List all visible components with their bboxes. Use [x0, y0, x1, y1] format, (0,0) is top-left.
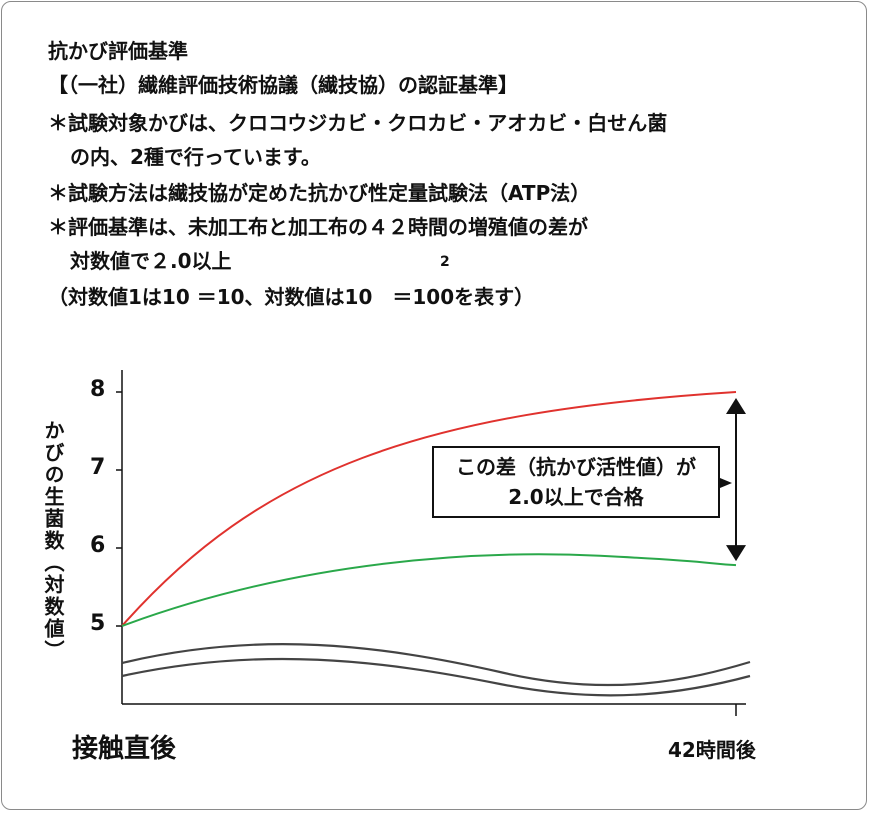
criteria-line-6: 対数値で２.0以上 [70, 249, 232, 273]
criteria-line-3: の内、2種で行っています。 [70, 145, 321, 169]
arrow-head-up [726, 398, 746, 414]
callout-pointer [720, 478, 732, 488]
chart-axes [116, 370, 746, 716]
y-tick-label: 6 [90, 533, 106, 558]
y-tick-label: 8 [90, 377, 106, 402]
y-axis-label: かびの生菌数（対数値） [41, 420, 65, 662]
criteria-line-1: 【（一社）繊維評価技術協議（繊技協）の認証基準】 [48, 73, 518, 97]
series-line-green [121, 553, 737, 627]
y-tick-label: 7 [90, 455, 106, 480]
superscript-2: 2 [440, 254, 450, 270]
x-tick-label-start: 接触直後 [72, 734, 177, 764]
criteria-line-7: （対数値1は10 ＝10、対数値は10 ＝100を表す） [48, 285, 535, 309]
series-line-red [121, 391, 737, 627]
wave-line-lower [121, 657, 751, 697]
criteria-line-4: ＊試験方法は繊技協が定めた抗かび性定量試験法（ATP法） [48, 181, 591, 205]
annotation-line-1: この差（抗かび活性値）が [456, 455, 696, 479]
difference-annotation: この差（抗かび活性値）が 2.0以上で合格 [432, 446, 720, 518]
x-tick-label-end: 42時間後 [668, 738, 756, 762]
criteria-line-5: ＊評価基準は、未加工布と加工布の４２時間の増殖値の差が [48, 215, 588, 239]
annotation-line-2: 2.0以上で合格 [508, 485, 644, 509]
criteria-title: 抗かび評価基準 [48, 39, 188, 63]
chart-lines [121, 391, 737, 627]
arrow-head-down [726, 545, 746, 562]
wave-line-upper [121, 643, 751, 687]
difference-arrow [720, 398, 746, 562]
wave-break [121, 643, 751, 697]
criteria-line-2: ＊試験対象かびは、クロコウジカビ・クロカビ・アオカビ・白せん菌 [48, 111, 668, 135]
y-tick-label: 5 [90, 611, 106, 636]
